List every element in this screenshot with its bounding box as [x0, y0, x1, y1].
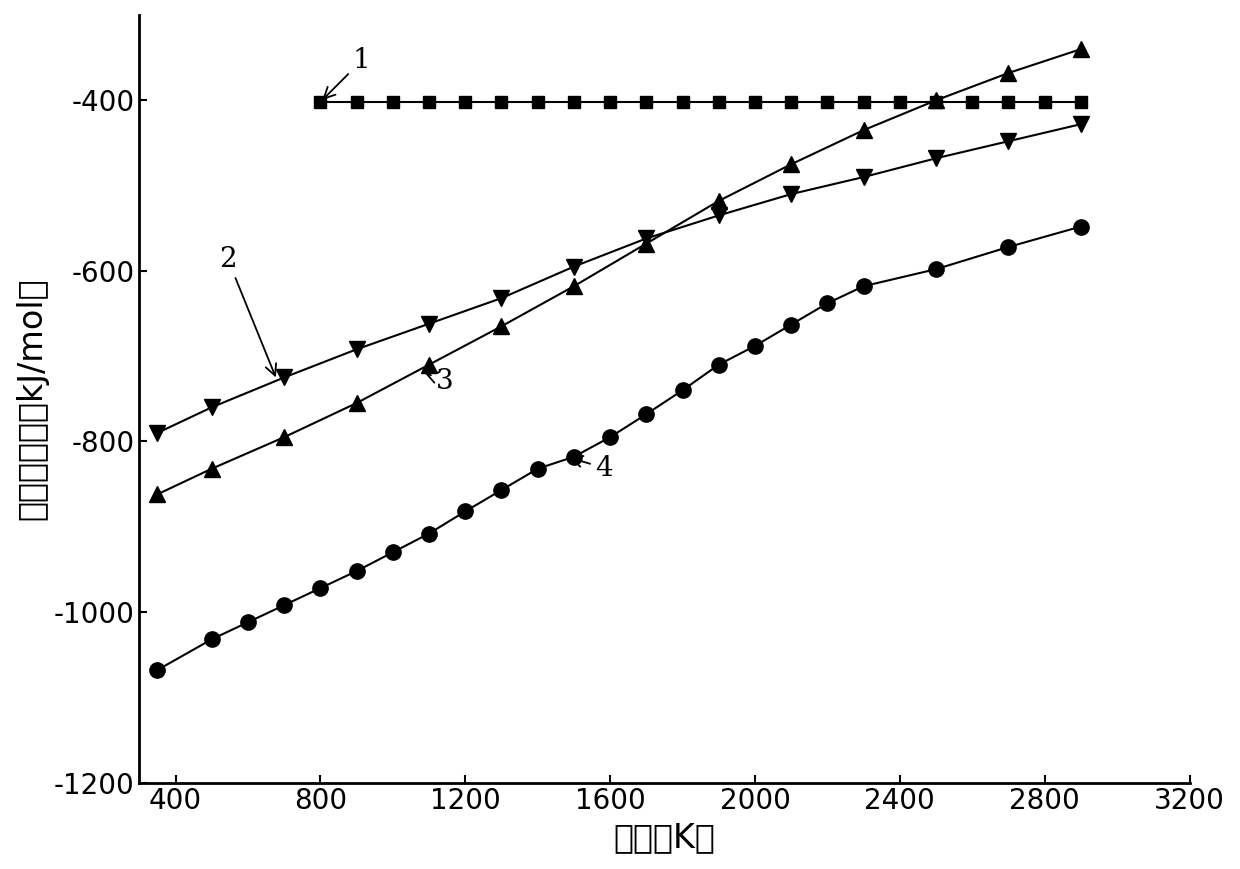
Y-axis label: 氧化自由能（kJ/mol）: 氧化自由能（kJ/mol）: [15, 277, 48, 521]
X-axis label: 温度（K）: 温度（K）: [614, 821, 715, 854]
Text: 2: 2: [219, 246, 277, 375]
Text: 1: 1: [324, 47, 371, 98]
Text: 4: 4: [572, 454, 614, 481]
Text: 3: 3: [427, 368, 454, 395]
